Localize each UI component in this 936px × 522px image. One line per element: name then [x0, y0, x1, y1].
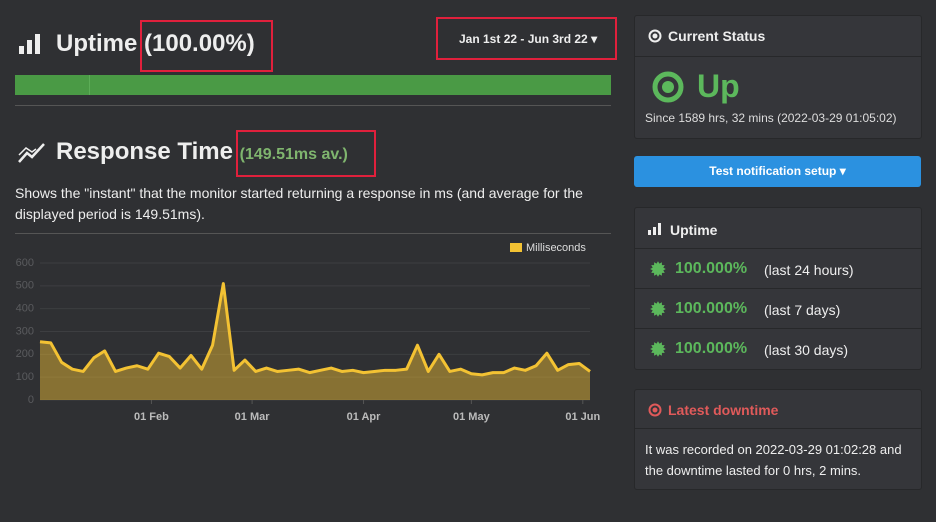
uptime-row-period: (last 30 days): [764, 342, 849, 358]
status-state: Up: [697, 68, 740, 104]
uptime-panel-title: Uptime: [670, 222, 718, 238]
check-badge: [650, 301, 666, 317]
response-title: Response Time (149.51ms av.): [56, 138, 348, 166]
response-title-text: Response Time: [56, 138, 233, 165]
y-tick-label: 300: [16, 325, 34, 337]
separator: [15, 105, 611, 106]
separator: [15, 233, 611, 234]
y-tick-label: 500: [16, 280, 34, 292]
y-tick-label: 0: [28, 394, 34, 406]
x-tick-label: 01 Feb: [134, 411, 169, 423]
y-tick-label: 600: [16, 257, 34, 269]
downtime-panel: Latest downtime It was recorded on 2022-…: [634, 389, 922, 490]
uptime-title: Uptime (100.00%): [56, 30, 255, 58]
divider: [635, 328, 921, 329]
response-description: Shows the "instant" that the monitor sta…: [15, 185, 583, 222]
response-average: (149.51ms av.): [239, 146, 348, 163]
x-tick-label: 01 Apr: [347, 411, 382, 423]
y-tick-label: 400: [16, 303, 34, 315]
uptime-row-period: (last 7 days): [764, 302, 841, 318]
status-panel: Current Status Up Since 1589 hrs, 32 min…: [634, 15, 922, 139]
downtime-title: Latest downtime: [668, 402, 779, 418]
notification-button[interactable]: Test notification setup ▾: [634, 156, 921, 187]
area-line: [39, 282, 591, 377]
line-icon: [18, 143, 45, 163]
downtime-text: It was recorded on 2022-03-29 01:02:28 a…: [645, 442, 902, 478]
area-fill: [40, 283, 590, 400]
up-icon: [652, 71, 684, 103]
date-range[interactable]: Jan 1st 22 - Jun 3rd 22 ▾: [459, 32, 598, 46]
check-badge: [650, 341, 666, 357]
bar-icon: [19, 34, 40, 54]
uptime-bar: [15, 75, 611, 95]
divider: [635, 56, 921, 57]
uptime-row-value: 100.000%: [675, 340, 748, 357]
highlight: [140, 20, 273, 72]
uptime-row-period: (last 24 hours): [764, 262, 854, 278]
date-range-text: Jan 1st 22 - Jun 3rd 22: [459, 32, 588, 46]
bar-icon: [648, 223, 661, 235]
highlight: [236, 130, 376, 177]
uptime-value: (100.00%): [144, 30, 255, 57]
status-title: Current Status: [668, 28, 766, 44]
x-tick-label: 01 May: [453, 411, 491, 423]
check-badge: [650, 261, 666, 277]
uptime-bar-divider: [89, 75, 90, 95]
uptime-row-value: 100.000%: [675, 260, 748, 277]
chart: Milliseconds 0 100 200 300 400 500 600 01 Feb 01…: [16, 242, 601, 423]
y-tick-label: 100: [16, 371, 34, 383]
divider: [635, 288, 921, 289]
uptime-row-value: 100.000%: [675, 300, 748, 317]
button-text: Test notification setup: [709, 164, 837, 178]
uptime-panel: Uptime 100.000% (last 24 hours) 100.000% (l…: [634, 207, 922, 370]
uptime-title-text: Uptime: [56, 30, 138, 57]
x-tick-label: 01 Jun: [565, 411, 600, 423]
legend-swatch: [510, 243, 522, 252]
status-icon: [648, 29, 662, 43]
highlight: [436, 17, 617, 60]
divider: [635, 428, 921, 429]
x-tick-label: 01 Mar: [235, 411, 271, 423]
legend-label: Milliseconds: [526, 242, 586, 254]
divider: [635, 248, 921, 249]
downtime-icon: [648, 403, 662, 417]
y-tick-label: 200: [16, 348, 34, 360]
status-since: Since 1589 hrs, 32 mins (2022-03-29 01:0…: [645, 111, 897, 125]
